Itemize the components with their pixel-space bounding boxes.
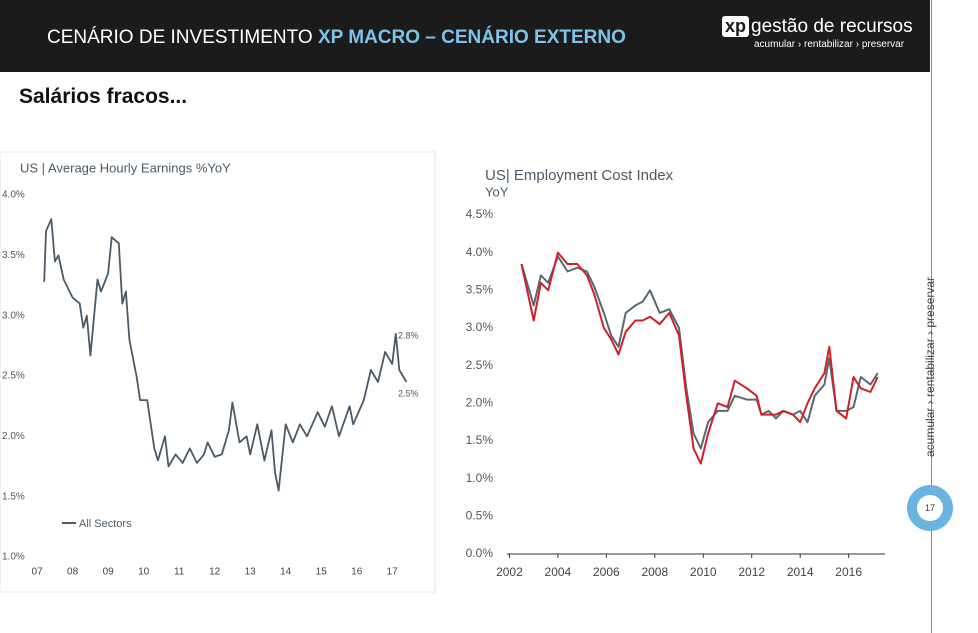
x-tick-label: 11 xyxy=(174,567,185,578)
header-bar: CENÁRIO DE INVESTIMENTO XP MACRO – CENÁR… xyxy=(0,0,930,72)
y-tick-label: 3.5% xyxy=(2,250,25,261)
x-tick-label: 16 xyxy=(351,567,363,578)
x-tick-label: 2016 xyxy=(835,565,862,579)
y-tick-label: 1.0% xyxy=(2,552,25,563)
chart-title: US | Average Hourly Earnings %YoY xyxy=(20,160,231,175)
x-tick-label: 2004 xyxy=(545,565,572,579)
y-tick-label: 4.0% xyxy=(466,245,494,259)
y-tick-label: 3.5% xyxy=(466,283,494,297)
x-tick-label: 07 xyxy=(32,567,44,578)
header-title: CENÁRIO DE INVESTIMENTO XP MACRO – CENÁR… xyxy=(47,27,626,49)
divider xyxy=(931,0,932,633)
x-tick-label: 13 xyxy=(245,567,257,578)
y-tick-label: 2.0% xyxy=(466,396,494,410)
x-tick-label: 10 xyxy=(138,567,150,578)
series-line xyxy=(43,218,408,492)
slide-title: Salários fracos... xyxy=(19,85,188,108)
y-tick-label: 1.0% xyxy=(466,471,494,485)
y-tick-label: 0.5% xyxy=(466,509,494,523)
y-tick-label: 4.5% xyxy=(466,207,494,221)
header-title-plain: CENÁRIO DE INVESTIMENTO xyxy=(47,27,313,48)
annotation: 2.5% xyxy=(398,388,419,398)
x-tick-label: 14 xyxy=(280,567,292,578)
chart-frame xyxy=(0,151,436,593)
x-tick-label: 08 xyxy=(67,567,79,578)
x-tick-label: 17 xyxy=(387,567,399,578)
header-title-bold: XP MACRO – CENÁRIO EXTERNO xyxy=(317,27,626,48)
x-tick-label: 2014 xyxy=(787,565,814,579)
chart-subtitle: YoY xyxy=(485,184,509,199)
x-tick-label: 2006 xyxy=(593,565,620,579)
y-tick-label: 2.5% xyxy=(2,371,25,382)
logo-text: gestão de recursos xyxy=(751,16,913,37)
x-tick-label: 2012 xyxy=(738,565,765,579)
y-tick-label: 1.5% xyxy=(466,433,494,447)
side-text: acumular › rentabilizar › preservar xyxy=(923,276,937,457)
series-line xyxy=(520,255,879,450)
x-tick-label: 15 xyxy=(316,567,328,578)
x-tick-label: 2010 xyxy=(690,565,717,579)
logo: xp gestão de recursos acumular › rentabil… xyxy=(722,16,913,50)
x-tick-label: 2008 xyxy=(641,565,668,579)
y-tick-label: 1.5% xyxy=(2,491,25,502)
legend-label: All Sectors xyxy=(79,518,132,530)
logo-tagline: acumular › rentabilizar › preservar xyxy=(754,39,905,50)
annotation: 2.8% xyxy=(398,330,419,340)
series-line xyxy=(520,251,879,465)
x-tick-label: 09 xyxy=(103,567,115,578)
page-badge: 17 xyxy=(907,485,953,531)
y-tick-label: 2.5% xyxy=(466,358,494,372)
chart-title: US| Employment Cost Index xyxy=(485,167,674,184)
logo-mark: xp xyxy=(722,16,750,37)
y-tick-label: 3.0% xyxy=(2,310,25,321)
y-tick-label: 0.0% xyxy=(466,546,494,560)
y-tick-label: 2.0% xyxy=(2,431,25,442)
x-tick-label: 2002 xyxy=(496,565,523,579)
page-number: 17 xyxy=(917,495,943,521)
y-tick-label: 4.0% xyxy=(2,190,25,201)
x-tick-label: 12 xyxy=(209,567,221,578)
y-tick-label: 3.0% xyxy=(466,320,494,334)
charts: US | Average Hourly Earnings %YoY 1.0% 1.5… xyxy=(0,151,885,593)
